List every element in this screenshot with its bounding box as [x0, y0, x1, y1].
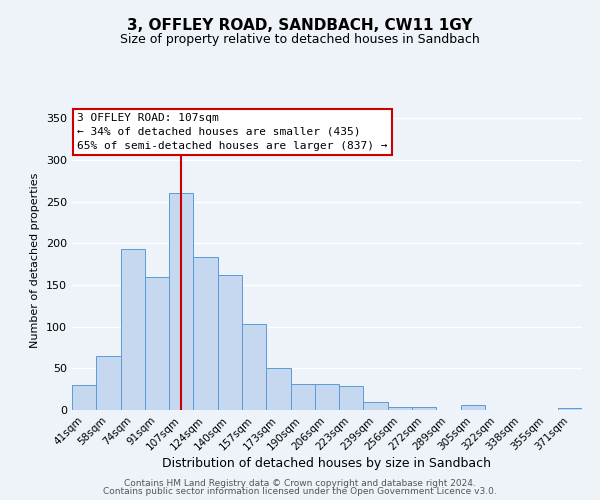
Bar — [218, 275, 242, 410]
Text: 3, OFFLEY ROAD, SANDBACH, CW11 1GY: 3, OFFLEY ROAD, SANDBACH, CW11 1GY — [127, 18, 473, 32]
Text: 3 OFFLEY ROAD: 107sqm
← 34% of detached houses are smaller (435)
65% of semi-det: 3 OFFLEY ROAD: 107sqm ← 34% of detached … — [77, 113, 388, 151]
Bar — [169, 194, 193, 410]
Bar — [558, 408, 582, 410]
Bar — [145, 276, 169, 410]
Bar — [72, 385, 96, 410]
Bar — [96, 356, 121, 410]
Bar — [388, 406, 412, 410]
Bar — [412, 406, 436, 410]
Bar — [461, 405, 485, 410]
Y-axis label: Number of detached properties: Number of detached properties — [31, 172, 40, 348]
Bar — [339, 386, 364, 410]
Bar — [315, 384, 339, 410]
Bar — [266, 368, 290, 410]
Bar — [242, 324, 266, 410]
Text: Size of property relative to detached houses in Sandbach: Size of property relative to detached ho… — [120, 32, 480, 46]
Bar — [364, 402, 388, 410]
Bar — [290, 384, 315, 410]
Bar — [121, 249, 145, 410]
Text: Contains public sector information licensed under the Open Government Licence v3: Contains public sector information licen… — [103, 487, 497, 496]
X-axis label: Distribution of detached houses by size in Sandbach: Distribution of detached houses by size … — [163, 458, 491, 470]
Text: Contains HM Land Registry data © Crown copyright and database right 2024.: Contains HM Land Registry data © Crown c… — [124, 478, 476, 488]
Bar — [193, 256, 218, 410]
